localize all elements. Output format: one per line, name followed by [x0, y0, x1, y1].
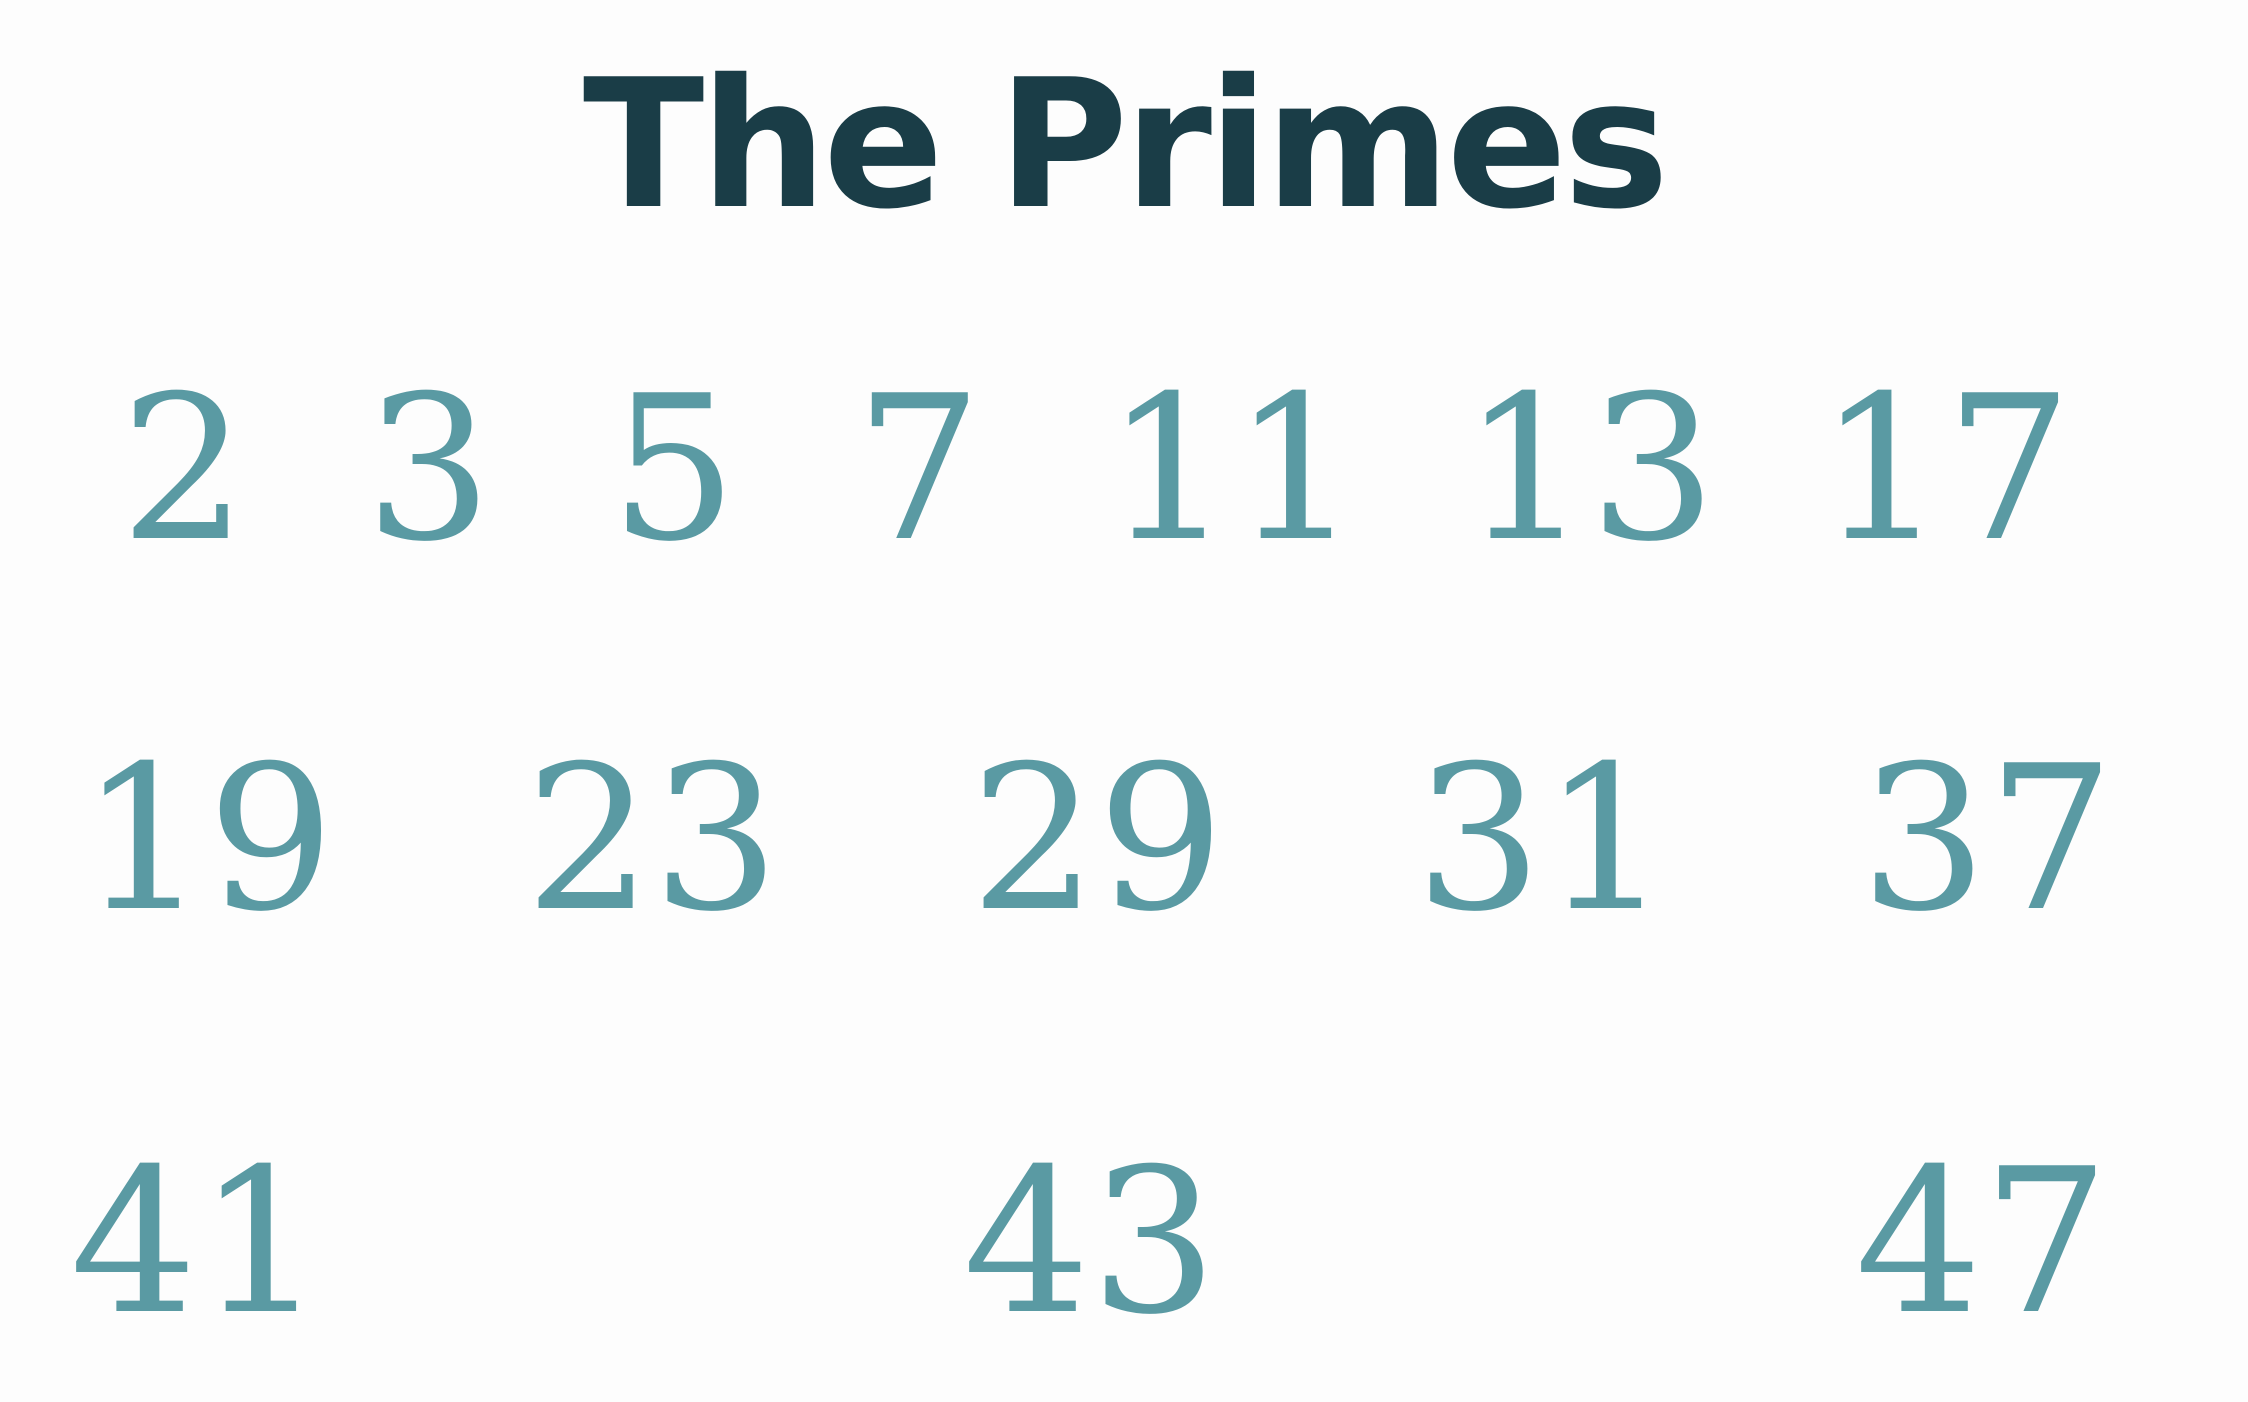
- prime-number: 5: [610, 353, 738, 586]
- prime-number: 31: [1415, 723, 1670, 956]
- slide-title: The Primes: [582, 41, 1669, 248]
- prime-number: 41: [70, 1126, 325, 1359]
- prime-number: 43: [963, 1126, 1218, 1359]
- prime-number: 11: [1105, 353, 1360, 586]
- prime-number: 2: [120, 353, 248, 586]
- prime-number: 13: [1462, 353, 1717, 586]
- prime-number: 47: [1855, 1126, 2110, 1359]
- prime-number: 23: [525, 723, 780, 956]
- prime-number: 37: [1860, 723, 2115, 956]
- prime-number: 29: [970, 723, 1225, 956]
- prime-number: 17: [1818, 353, 2073, 586]
- prime-number: 3: [365, 353, 493, 586]
- prime-number: 7: [855, 353, 983, 586]
- prime-number: 19: [80, 723, 335, 956]
